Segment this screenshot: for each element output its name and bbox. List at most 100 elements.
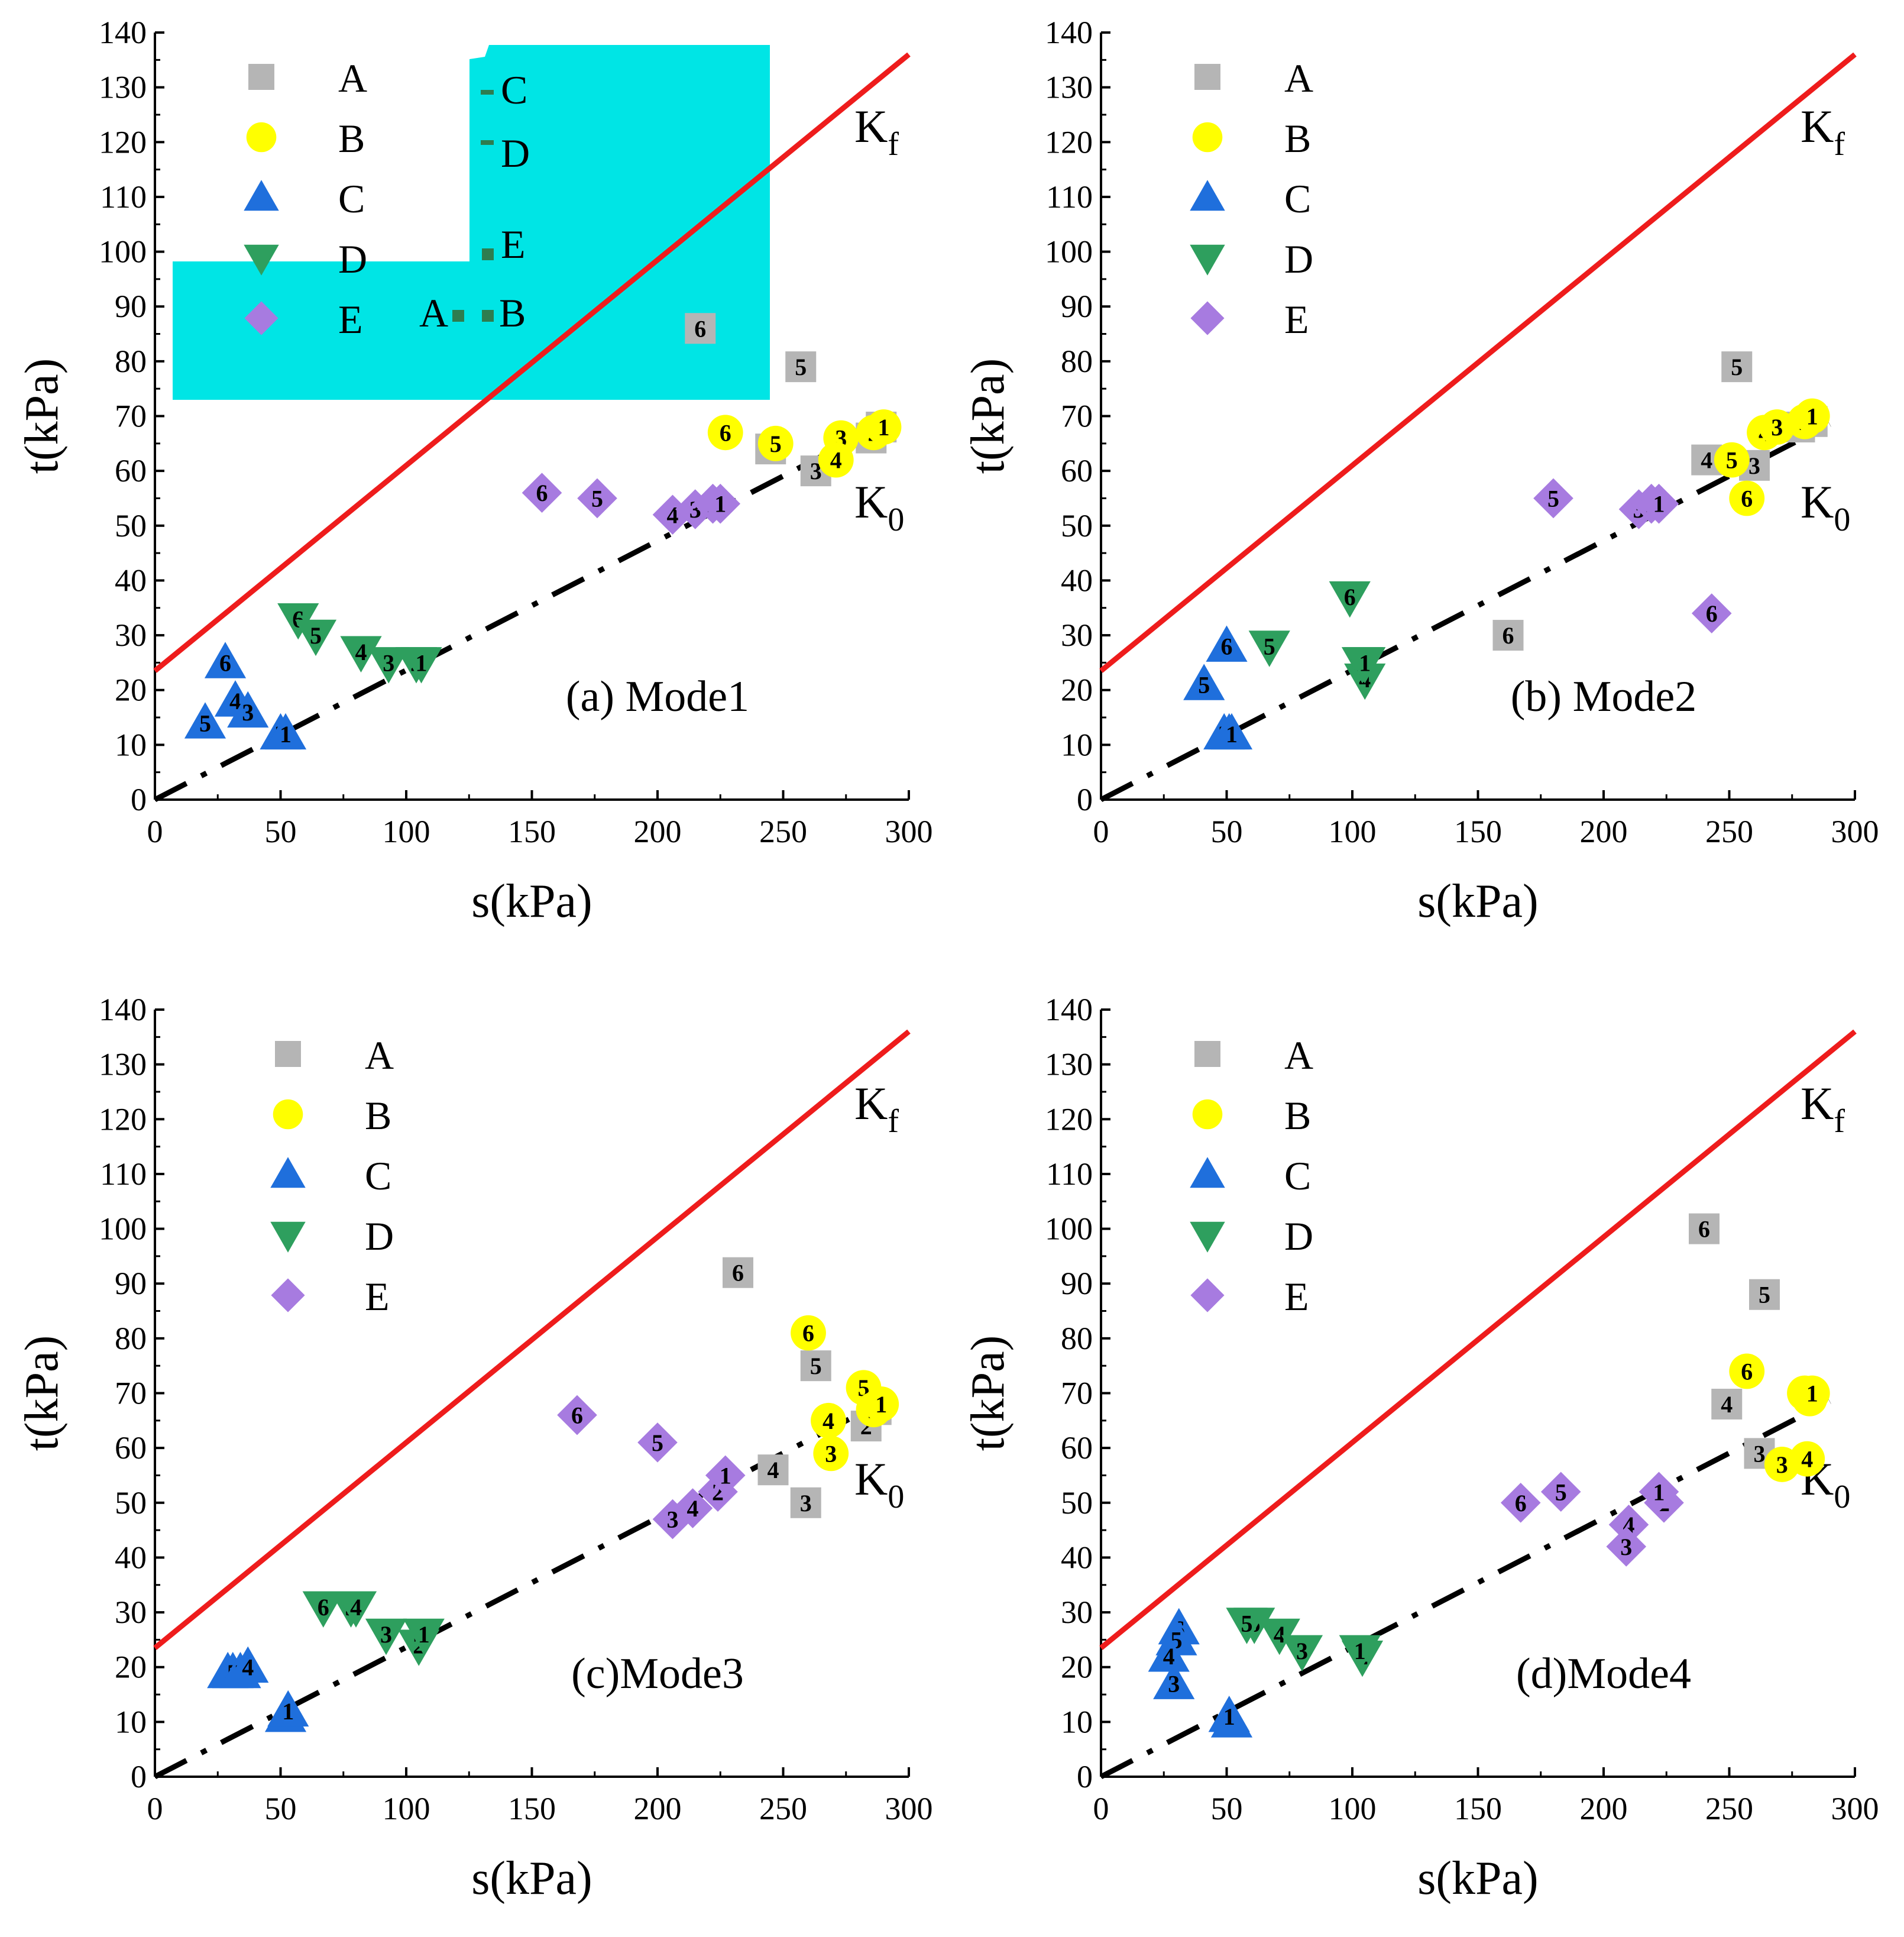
data-point-b xyxy=(1729,480,1765,516)
legend-label-c: C xyxy=(365,1153,391,1198)
k0-label: K0 xyxy=(854,1453,904,1515)
y-tick-label: 80 xyxy=(115,344,147,379)
data-point-c xyxy=(264,713,307,750)
data-point-label: 5 xyxy=(591,485,603,512)
inset-label-c: C xyxy=(501,67,527,112)
data-point-label: 3 xyxy=(1620,1534,1632,1560)
data-point-e xyxy=(577,478,617,519)
x-tick-label: 50 xyxy=(265,814,297,849)
data-point-label: 5 xyxy=(810,1353,822,1379)
kf-label-sub: f xyxy=(888,126,899,163)
data-point-e xyxy=(1533,478,1573,519)
data-point-d xyxy=(1258,1618,1300,1655)
data-point-d xyxy=(403,1618,445,1655)
data-point-a xyxy=(800,1350,831,1382)
x-tick-label: 50 xyxy=(1211,1791,1243,1826)
y-tick-label: 10 xyxy=(1061,1704,1093,1739)
k0-label: K0 xyxy=(1801,476,1850,538)
data-point-label: 4 xyxy=(1701,447,1712,474)
data-point-label: 3 xyxy=(383,649,394,676)
y-tick-label: 110 xyxy=(1046,1156,1093,1192)
y-tick-label: 90 xyxy=(1061,1266,1093,1301)
legend-label-c: C xyxy=(1284,176,1311,221)
k0-label-sub: 0 xyxy=(1834,502,1850,538)
legend-label-c: C xyxy=(338,176,365,221)
data-point-label: 6 xyxy=(720,419,731,446)
legend-label-e: E xyxy=(365,1274,390,1319)
data-point-c xyxy=(1153,1663,1195,1699)
legend-label-b: B xyxy=(338,116,365,161)
y-tick-label: 140 xyxy=(99,992,147,1027)
x-tick-label: 150 xyxy=(508,814,556,849)
y-tick-label: 10 xyxy=(115,727,147,762)
data-point-d xyxy=(1329,581,1371,618)
y-tick-label: 140 xyxy=(1045,992,1093,1027)
x-tick-label: 150 xyxy=(1454,1791,1502,1826)
data-point-d xyxy=(302,1591,344,1628)
y-tick-label: 90 xyxy=(1061,289,1093,324)
y-axis-label: t(kPa) xyxy=(16,1335,68,1451)
data-point-label: 5 xyxy=(199,710,211,736)
series-b: 653421 xyxy=(707,409,902,478)
data-point-label: 1 xyxy=(875,1391,887,1418)
k0-label-sub: 0 xyxy=(888,502,904,538)
y-tick-label: 0 xyxy=(131,1759,147,1794)
data-point-label: 5 xyxy=(1731,354,1743,380)
data-point-e xyxy=(557,1395,597,1435)
y-tick-label: 110 xyxy=(100,179,147,215)
inset-label-a: A xyxy=(419,290,448,335)
data-point-label: 3 xyxy=(1771,414,1783,441)
kf-line xyxy=(1099,1029,1857,1650)
x-tick-label: 200 xyxy=(634,1791,682,1826)
data-point-c xyxy=(1148,1635,1190,1672)
data-point-e xyxy=(700,483,741,524)
legend-label-e: E xyxy=(1284,1274,1309,1319)
k0-label-main: K xyxy=(1801,476,1834,528)
data-point-label: 3 xyxy=(1754,1440,1766,1467)
data-point-a xyxy=(1711,1389,1743,1420)
legend-label-c: C xyxy=(1284,1153,1311,1198)
y-tick-label: 60 xyxy=(1061,1430,1093,1466)
data-point-label: 4 xyxy=(350,1594,362,1621)
data-point-b xyxy=(811,1402,846,1438)
data-point-label: 3 xyxy=(1168,1671,1180,1697)
data-point-a xyxy=(1721,351,1753,383)
kf-label: Kf xyxy=(1801,101,1845,163)
x-tick-label: 0 xyxy=(1093,1791,1109,1826)
y-tick-label: 120 xyxy=(99,124,147,160)
data-point-e xyxy=(1606,1527,1647,1567)
inset-marker-a xyxy=(452,310,464,322)
data-point-label: 6 xyxy=(1706,600,1718,627)
data-point-e xyxy=(1691,593,1732,633)
legend-label-b: B xyxy=(365,1093,391,1138)
y-tick-label: 20 xyxy=(115,1650,147,1685)
data-point-label: 4 xyxy=(830,447,842,474)
kf-label-main: K xyxy=(854,1078,888,1129)
data-point-b xyxy=(1759,409,1795,445)
data-point-b xyxy=(818,442,854,478)
data-point-label: 3 xyxy=(380,1621,392,1648)
kf-label-main: K xyxy=(1801,1078,1834,1129)
data-point-label: 4 xyxy=(229,688,241,714)
y-tick-label: 20 xyxy=(1061,1650,1093,1685)
k0-label-sub: 0 xyxy=(888,1479,904,1515)
legend-marker-b xyxy=(273,1099,303,1130)
x-axis-label: s(kPa) xyxy=(1417,875,1538,927)
data-point-b xyxy=(757,425,794,461)
y-tick-label: 0 xyxy=(1077,1759,1093,1794)
x-tick-label: 250 xyxy=(1705,814,1753,849)
x-tick-label: 200 xyxy=(634,814,682,849)
legend-marker-b xyxy=(1192,122,1223,153)
series-e: 65321 xyxy=(1533,478,1732,633)
legend-marker-d xyxy=(1190,244,1225,276)
y-tick-label: 100 xyxy=(1045,1211,1093,1247)
k0-label: K0 xyxy=(854,476,904,538)
legend-marker-d xyxy=(1190,1221,1225,1253)
y-tick-label: 100 xyxy=(99,1211,147,1247)
data-point-e xyxy=(698,1472,738,1512)
